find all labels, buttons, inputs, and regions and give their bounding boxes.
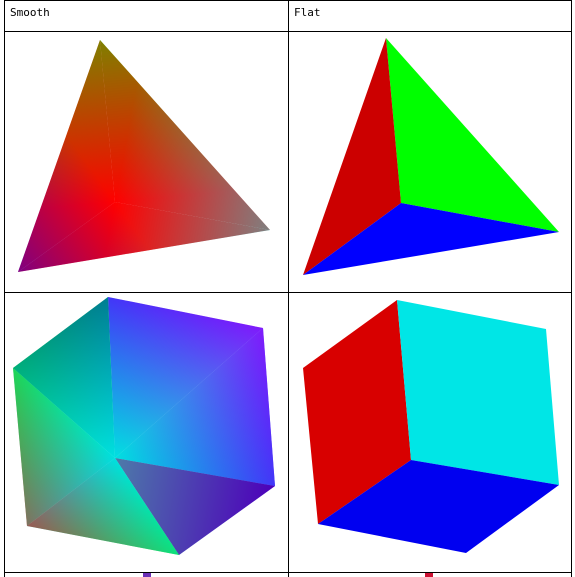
column-divider <box>288 0 289 577</box>
next-row-partial-shapes <box>143 573 433 577</box>
header-flat: Flat <box>294 6 321 19</box>
smooth-cube <box>13 297 275 555</box>
header-smooth: Smooth <box>10 6 50 19</box>
table-frame <box>4 0 572 577</box>
flat-tetrahedron <box>303 38 559 275</box>
flat-cube <box>303 300 559 553</box>
smooth-tetrahedron <box>18 40 270 272</box>
